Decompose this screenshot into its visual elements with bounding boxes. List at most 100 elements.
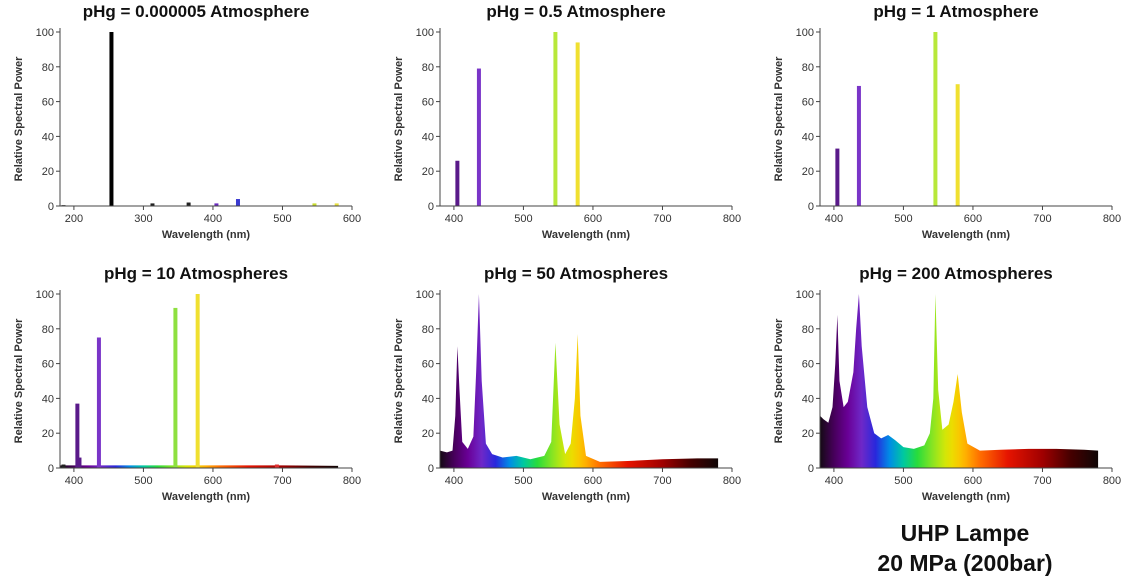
x-tick-label: 500: [894, 475, 912, 487]
chart-svg-2: pHg = 0.5 Atmosphere Relative Spectral Po…: [393, 2, 741, 241]
emission-line: [455, 160, 460, 206]
caption: UHP Lampe 20 MPa (200bar): [830, 518, 1100, 578]
chart-panel-4: pHg = 10 Atmospheres Relative Spectral Po…: [0, 262, 361, 507]
y-tick-label: 0: [48, 463, 54, 475]
emission-line: [214, 203, 219, 206]
y-tick-label: 60: [42, 97, 54, 109]
emission-line: [150, 203, 155, 206]
spectrum-area: [440, 294, 719, 468]
x-tick-label: 400: [445, 213, 463, 225]
x-axis-label: Wavelength (nm): [922, 229, 1011, 241]
chart-panel-2: pHg = 0.5 Atmosphere Relative Spectral Po…: [380, 0, 741, 245]
emission-line: [334, 203, 339, 206]
y-tick-label: 40: [422, 393, 434, 405]
y-tick-label: 20: [422, 166, 434, 178]
y-tick-label: 0: [428, 201, 434, 213]
chart-title: pHg = 10 Atmospheres: [104, 264, 288, 283]
x-tick-label: 800: [723, 213, 741, 225]
chart-svg-5: pHg = 50 Atmospheres Relative Spectral Po…: [393, 264, 741, 503]
emission-line: [835, 148, 840, 206]
x-axis-label: Wavelength (nm): [922, 491, 1011, 503]
y-tick-label: 100: [416, 289, 434, 301]
chart-title: pHg = 0.000005 Atmosphere: [83, 2, 310, 21]
chart-svg-1: pHg = 0.000005 Atmosphere Relative Spectr…: [13, 2, 361, 241]
y-tick-label: 80: [422, 62, 434, 74]
emission-line: [75, 403, 80, 468]
chart-title: pHg = 50 Atmospheres: [484, 264, 668, 283]
y-tick-label: 60: [422, 359, 434, 371]
x-tick-label: 700: [273, 475, 291, 487]
y-tick-label: 60: [42, 359, 54, 371]
y-tick-label: 60: [422, 97, 434, 109]
y-tick-label: 0: [428, 463, 434, 475]
x-tick-label: 200: [65, 213, 83, 225]
emission-line: [553, 32, 558, 206]
x-tick-label: 400: [445, 475, 463, 487]
emission-line: [575, 42, 580, 206]
y-tick-label: 100: [796, 27, 814, 39]
x-tick-label: 600: [964, 475, 982, 487]
y-tick-label: 20: [422, 428, 434, 440]
x-axis-label: Wavelength (nm): [162, 229, 251, 241]
y-tick-label: 80: [422, 324, 434, 336]
y-axis-label: Relative Spectral Power: [773, 56, 785, 181]
x-tick-label: 700: [1033, 475, 1051, 487]
emission-line: [235, 199, 240, 206]
x-tick-label: 600: [584, 475, 602, 487]
y-tick-label: 100: [36, 27, 54, 39]
emission-line: [109, 32, 114, 206]
y-tick-label: 40: [42, 131, 54, 143]
y-tick-label: 100: [796, 289, 814, 301]
y-tick-label: 80: [802, 324, 814, 336]
y-tick-label: 0: [48, 201, 54, 213]
emission-line: [173, 307, 178, 468]
x-tick-label: 600: [204, 475, 222, 487]
emission-line: [312, 203, 317, 206]
x-tick-label: 800: [723, 475, 741, 487]
chart-panel-3: pHg = 1 Atmosphere Relative Spectral Powe…: [760, 0, 1121, 245]
chart-title: pHg = 1 Atmosphere: [873, 2, 1038, 21]
x-tick-label: 700: [653, 213, 671, 225]
y-tick-label: 80: [42, 62, 54, 74]
emission-line: [186, 202, 191, 206]
chart-svg-4: pHg = 10 Atmospheres Relative Spectral Po…: [13, 264, 361, 503]
emission-line: [933, 32, 938, 206]
x-axis-label: Wavelength (nm): [542, 229, 631, 241]
y-axis-label: Relative Spectral Power: [13, 318, 25, 443]
y-tick-label: 20: [42, 428, 54, 440]
x-tick-label: 400: [825, 475, 843, 487]
x-tick-label: 400: [65, 475, 83, 487]
y-tick-label: 40: [42, 393, 54, 405]
x-axis-label: Wavelength (nm): [162, 491, 251, 503]
emission-line: [476, 68, 481, 206]
y-tick-label: 20: [802, 166, 814, 178]
y-tick-label: 80: [802, 62, 814, 74]
y-tick-label: 0: [808, 201, 814, 213]
y-tick-label: 40: [802, 393, 814, 405]
x-tick-label: 600: [964, 213, 982, 225]
y-tick-label: 100: [36, 289, 54, 301]
x-tick-label: 800: [1103, 475, 1121, 487]
y-axis-label: Relative Spectral Power: [773, 318, 785, 443]
chart-svg-6: pHg = 200 Atmospheres Relative Spectral P…: [773, 264, 1121, 503]
y-axis-label: Relative Spectral Power: [13, 56, 25, 181]
x-tick-label: 800: [1103, 213, 1121, 225]
emission-line: [77, 457, 82, 468]
x-tick-label: 500: [894, 213, 912, 225]
chart-title: pHg = 200 Atmospheres: [859, 264, 1053, 283]
x-tick-label: 500: [273, 213, 291, 225]
x-tick-label: 700: [1033, 213, 1051, 225]
chart-panel-6: pHg = 200 Atmospheres Relative Spectral P…: [760, 262, 1121, 507]
emission-line: [96, 337, 101, 468]
y-axis-label: Relative Spectral Power: [393, 318, 405, 443]
emission-line: [955, 84, 960, 206]
x-tick-label: 800: [343, 475, 361, 487]
chart-svg-3: pHg = 1 Atmosphere Relative Spectral Powe…: [773, 2, 1121, 241]
chart-panel-1: pHg = 0.000005 Atmosphere Relative Spectr…: [0, 0, 361, 245]
x-tick-label: 500: [514, 213, 532, 225]
x-tick-label: 600: [343, 213, 361, 225]
y-tick-label: 60: [802, 97, 814, 109]
emission-line: [274, 464, 279, 468]
y-axis-label: Relative Spectral Power: [393, 56, 405, 181]
y-tick-label: 0: [808, 463, 814, 475]
